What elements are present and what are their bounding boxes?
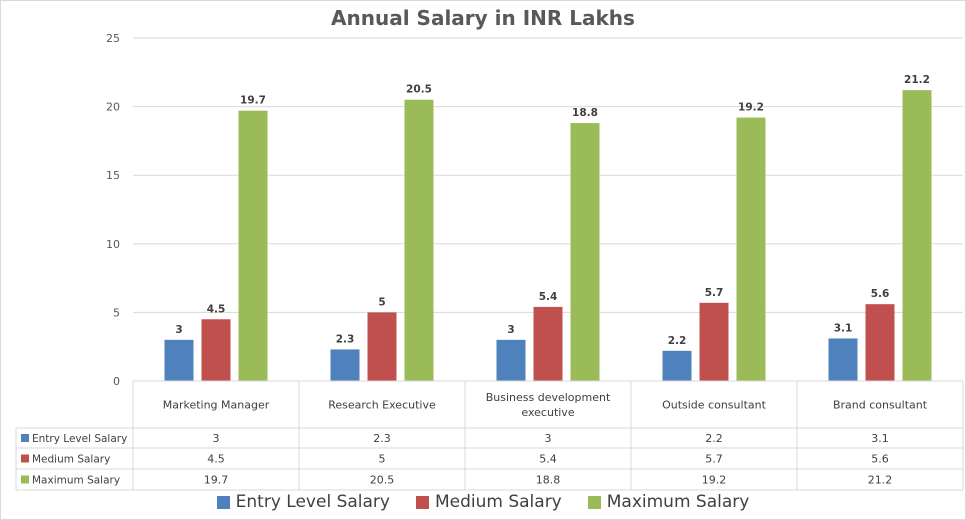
chart-legend: Entry Level Salary Medium Salary Maximum S… [0,492,966,512]
bar [367,312,397,381]
category-label: Outside consultant [662,399,767,412]
table-cell: 4.5 [207,453,225,466]
table-cell: 20.5 [370,474,395,487]
y-tick-label: 0 [113,375,120,388]
bar [404,99,434,382]
legend-item: Entry Level Salary [216,492,390,512]
table-cell: 2.2 [705,432,723,445]
data-label: 5.7 [705,287,724,299]
category-label: Marketing Manager [163,399,270,412]
data-label: 3.1 [834,322,853,334]
bar [330,349,360,381]
bar [828,338,858,381]
table-cell: 3 [545,432,552,445]
legend-label: Medium Salary [434,492,562,512]
y-tick-label: 10 [106,238,120,251]
y-tick-label: 20 [106,101,120,114]
data-label: 2.2 [668,335,687,347]
table-cell: 19.2 [702,474,727,487]
legend-swatch [216,495,230,509]
bar [201,319,231,381]
category-label: Business development [486,391,611,404]
table-legend-key [21,454,29,463]
legend-swatch [415,495,429,509]
data-label: 4.5 [207,303,226,315]
bar [699,302,729,381]
data-label: 3 [507,324,514,336]
data-label: 19.2 [738,102,764,114]
bar [533,306,563,381]
table-series-label: Maximum Salary [32,475,120,487]
table-series-label: Medium Salary [32,454,110,466]
table-cell: 3.1 [871,432,889,445]
table-cell: 2.3 [373,432,391,445]
legend-item: Maximum Salary [587,492,750,512]
data-label: 5.6 [871,288,890,300]
y-tick-label: 25 [106,32,120,45]
bar [736,117,766,382]
table-cell: 5.6 [871,453,889,466]
table-legend-key [21,434,29,442]
legend-item: Medium Salary [415,492,562,512]
data-label: 20.5 [406,84,432,96]
data-label: 3 [175,324,182,336]
category-label: Brand consultant [833,399,928,412]
bar [164,339,194,381]
legend-label: Maximum Salary [606,492,750,512]
y-tick-label: 5 [113,306,120,319]
table-legend-key [21,475,29,484]
table-series-label: Entry Level Salary [32,433,127,445]
bar [865,304,895,381]
category-label: executive [521,406,574,419]
table-cell: 18.8 [536,474,561,487]
category-label: Research Executive [328,399,436,412]
bar [570,123,600,382]
table-cell: 19.7 [204,474,229,487]
data-label: 5 [378,296,385,308]
legend-swatch [587,495,601,509]
data-label: 21.2 [904,74,930,86]
data-label: 2.3 [336,333,355,345]
data-label: 18.8 [572,107,598,119]
bar [496,339,526,381]
table-cell: 3 [213,432,220,445]
table-cell: 5.7 [705,453,723,466]
chart-title: Annual Salary in INR Lakhs [331,6,635,30]
y-tick-label: 15 [106,169,120,182]
data-label: 19.7 [240,95,266,107]
table-cell: 21.2 [868,474,893,487]
data-label: 5.4 [539,291,558,303]
table-cell: 5.4 [539,453,557,466]
legend-label: Entry Level Salary [235,492,390,512]
bar [238,110,268,381]
bar [902,90,932,382]
bar [662,350,692,381]
table-cell: 5 [379,453,386,466]
